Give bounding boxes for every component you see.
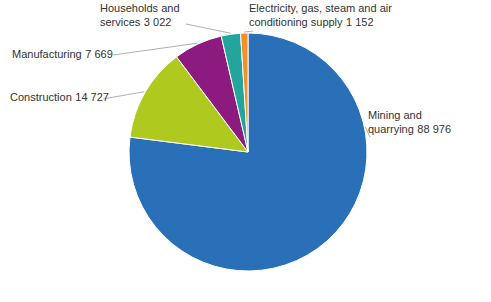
value-label: 3 022	[144, 16, 172, 28]
category-label: Households and services	[100, 2, 183, 28]
category-label: Manufacturing	[12, 48, 82, 60]
value-label: 7 669	[85, 48, 113, 60]
leader-line	[186, 24, 231, 33]
pie-slice	[241, 33, 248, 152]
pie-slice	[129, 33, 367, 271]
chart-svg: Mining and quarrying88 976 Construction14…	[0, 0, 491, 302]
leader-line	[113, 43, 197, 55]
value-label: 88 976	[417, 123, 451, 135]
category-label: Mining and quarrying	[368, 109, 425, 135]
leader-line	[244, 31, 253, 32]
chart-container: Mining and quarrying88 976 Construction14…	[0, 0, 491, 302]
leader-line	[103, 92, 144, 99]
pie-slice	[221, 33, 248, 152]
labels: Mining and quarrying88 976 Construction14…	[10, 2, 451, 137]
category-label: Construction	[10, 91, 72, 103]
category-label: Electricity, gas, steam and air conditio…	[249, 2, 395, 28]
value-label: 14 727	[75, 91, 109, 103]
pie	[129, 33, 367, 271]
value-label: 1 152	[346, 16, 374, 28]
